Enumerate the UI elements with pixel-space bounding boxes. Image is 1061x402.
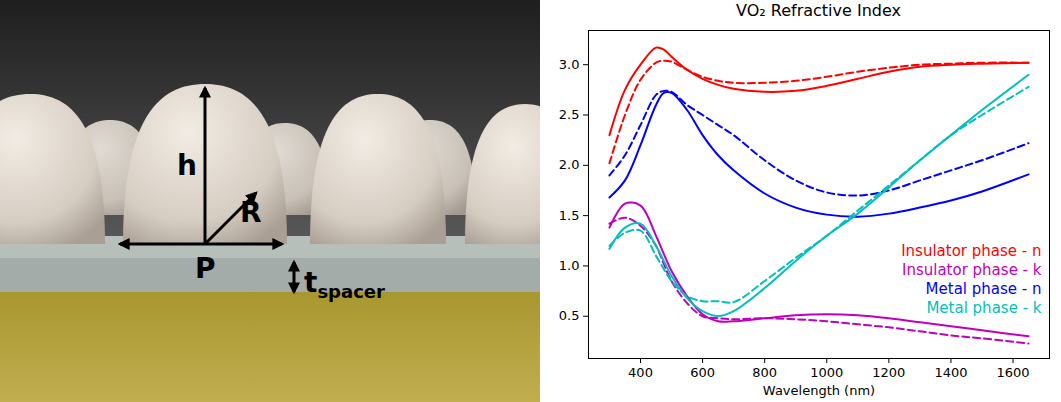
svg-text:1000: 1000 xyxy=(810,365,843,380)
svg-text:800: 800 xyxy=(752,365,777,380)
svg-text:2.5: 2.5 xyxy=(559,107,580,122)
html-text:VO₂ Refractive Index: VO₂ Refractive Index xyxy=(736,1,901,20)
svg-text:Metal phase - k: Metal phase - k xyxy=(926,299,1041,317)
svg-text:1400: 1400 xyxy=(934,365,967,380)
svg-text:400: 400 xyxy=(628,365,653,380)
svg-text:600: 600 xyxy=(690,365,715,380)
svg-text:2.0: 2.0 xyxy=(559,157,580,172)
svg-text:Insulator phase - n: Insulator phase - n xyxy=(901,242,1041,260)
svg-text:1600: 1600 xyxy=(996,365,1029,380)
svg-text:P: P xyxy=(195,252,216,285)
svg-text:Metal phase - n: Metal phase - n xyxy=(926,280,1042,298)
svg-text:tspacer: tspacer xyxy=(304,266,385,302)
svg-text:1200: 1200 xyxy=(872,365,905,380)
svg-text:1.5: 1.5 xyxy=(559,208,580,223)
svg-text:1.0: 1.0 xyxy=(559,258,580,273)
svg-text:Insulator phase - k: Insulator phase - k xyxy=(902,261,1042,279)
svg-text:R: R xyxy=(240,196,262,229)
svg-text:Wavelength (nm): Wavelength (nm) xyxy=(763,383,875,398)
svg-text:0.5: 0.5 xyxy=(559,308,580,323)
svg-text:h: h xyxy=(177,149,197,182)
svg-text:3.0: 3.0 xyxy=(559,57,580,72)
